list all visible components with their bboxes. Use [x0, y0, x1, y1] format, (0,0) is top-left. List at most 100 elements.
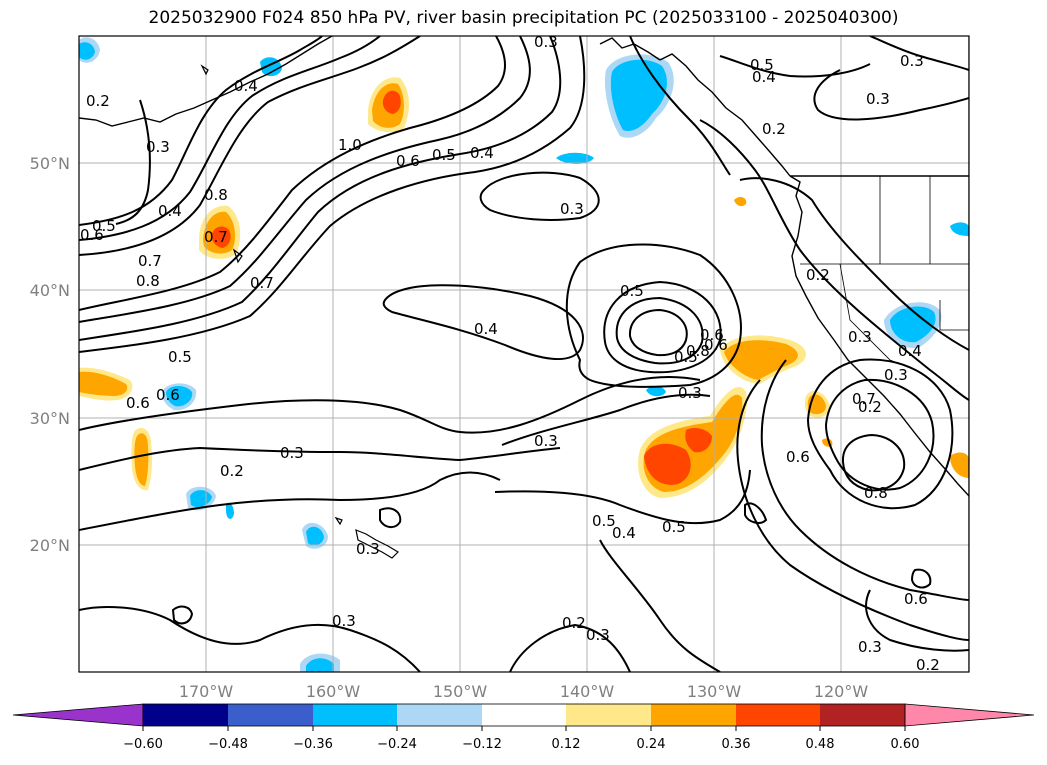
- contour-label: 0.3: [900, 52, 924, 70]
- colorbar-swatch: [143, 704, 228, 726]
- contour-label: 0.3: [332, 612, 356, 630]
- colorbar: −0.60 −0.48 −0.36 −0.24 −0.12 0.12 0.24 …: [12, 703, 1035, 752]
- negative-anomaly-region: [162, 383, 197, 411]
- contour-label: 0.8: [136, 272, 160, 290]
- colorbar-tick-label: 0.48: [806, 737, 835, 752]
- positive-anomaly-region: [131, 427, 152, 491]
- contour-label: 0.4: [158, 202, 182, 220]
- contour-label: 0.8: [864, 484, 888, 502]
- contour-label: 0.6: [904, 590, 928, 608]
- colorbar-tick-label: 0.60: [891, 737, 920, 752]
- contour-label: 0.4: [612, 524, 636, 542]
- contour-label: 0.6: [786, 448, 810, 466]
- colorbar-swatch: [482, 704, 566, 726]
- contour-label: 0.4: [898, 342, 922, 360]
- negative-anomaly-region: [302, 522, 328, 549]
- contour-label: 0.5: [92, 217, 116, 235]
- colorbar-swatch: [820, 704, 905, 726]
- negative-anomaly-region: [884, 302, 942, 349]
- islands: [200, 64, 399, 559]
- positive-anomaly-region: [734, 197, 747, 207]
- contour-label: 0.6: [704, 336, 728, 354]
- positive-anomaly-region: [638, 387, 747, 498]
- lon-label: 170°W: [179, 682, 234, 701]
- contour-label-layer: 0.3 0.5 0.4 0.3 0.3 0.2 0.4 0.2 0.3 0.5 …: [80, 33, 940, 674]
- contour-label: 0.2: [858, 398, 882, 416]
- contour-label: 0.3: [560, 200, 584, 218]
- contour-label: 0.3: [866, 90, 890, 108]
- contour-label: 0.3: [534, 432, 558, 450]
- contour-label: 0.2: [562, 614, 586, 632]
- contour-label: 0.7: [852, 390, 876, 408]
- contour-label: 0.6: [80, 226, 104, 244]
- map-panel: 0.3 0.5 0.4 0.3 0.3 0.2 0.4 0.2 0.3 0.5 …: [79, 33, 969, 674]
- contour-label: 0.5: [750, 56, 774, 74]
- contour-label: 0.5: [662, 518, 686, 536]
- lon-label: 140°W: [560, 682, 615, 701]
- colorbar-tick-label: 0.12: [552, 737, 581, 752]
- colorbar-tick-label: −0.12: [462, 737, 502, 752]
- lat-label: 20°N: [30, 536, 70, 555]
- colorbar-swatch: [397, 704, 482, 726]
- contour-label: 0.5: [620, 282, 644, 300]
- contour-label: 0.2: [762, 120, 786, 138]
- colorbar-tick-label: −0.48: [208, 737, 248, 752]
- contour-label: 0.5: [592, 512, 616, 530]
- contour-label: 0.4: [752, 68, 776, 86]
- contour-label: 0.6: [126, 394, 150, 412]
- negative-anomaly-region: [79, 37, 100, 63]
- lon-label: 130°W: [687, 682, 742, 701]
- colorbar-min-extension: [12, 703, 144, 727]
- state-borders: [800, 176, 969, 373]
- shading-layer: [79, 37, 969, 672]
- negative-anomaly-region: [226, 502, 234, 519]
- contour-label: 0.3: [884, 366, 908, 384]
- contour-label: 0.2: [86, 92, 110, 110]
- map-title: 2025032900 F024 850 hPa PV, river basin …: [148, 8, 899, 28]
- contour-label: 0.4: [234, 77, 258, 95]
- contour-label: 0.8: [686, 342, 710, 360]
- contour-label: 0.7: [138, 252, 162, 270]
- colorbar-tick-label: −0.36: [293, 737, 333, 752]
- lon-label: 160°W: [306, 682, 361, 701]
- pv-contours: [79, 36, 969, 672]
- contour-label: 0.2: [220, 462, 244, 480]
- colorbar-swatch: [736, 704, 820, 726]
- colorbar-tick-label: 0.36: [722, 737, 751, 752]
- coastlines: [79, 36, 969, 497]
- contour-label: 0.6: [156, 386, 180, 404]
- contour-label: 0.3: [534, 33, 558, 51]
- longitude-labels: 170°W 160°W 150°W 140°W 130°W 120°W: [179, 682, 869, 701]
- positive-anomaly-region: [950, 452, 969, 478]
- contour-label: 0.3: [858, 638, 882, 656]
- contour-label: 0.8: [204, 186, 228, 204]
- lat-label: 30°N: [30, 409, 70, 428]
- contour-label: 0.3: [280, 444, 304, 462]
- positive-anomaly-region: [199, 205, 241, 259]
- colorbar-swatch: [566, 704, 651, 726]
- negative-anomaly-region: [556, 152, 594, 164]
- colorbar-swatch: [651, 704, 736, 726]
- map-frame: [78, 35, 970, 673]
- lat-label: 40°N: [30, 281, 70, 300]
- contour-label: 0.6: [700, 326, 724, 344]
- graticule: [79, 36, 969, 672]
- positive-anomaly-region: [720, 335, 807, 384]
- colorbar-swatch: [228, 704, 313, 726]
- contour-label: 0.3: [848, 328, 872, 346]
- contour-label: 0.3: [146, 138, 170, 156]
- contour-label: 0.6: [396, 152, 420, 170]
- negative-anomaly-region: [950, 222, 969, 236]
- colorbar-swatch: [313, 704, 397, 726]
- colorbar-max-extension: [904, 703, 1035, 727]
- contour-label: 0.2: [916, 656, 940, 674]
- lat-label: 50°N: [30, 154, 70, 173]
- contour-label: 0.3: [586, 626, 610, 644]
- colorbar-tick-label: −0.24: [377, 737, 417, 752]
- lon-label: 150°W: [433, 682, 488, 701]
- colorbar-tick-label: 0.24: [637, 737, 666, 752]
- contour-label: 0.3: [356, 540, 380, 558]
- positive-anomaly-region: [79, 367, 133, 401]
- latitude-labels: 50°N 40°N 30°N 20°N: [30, 154, 70, 555]
